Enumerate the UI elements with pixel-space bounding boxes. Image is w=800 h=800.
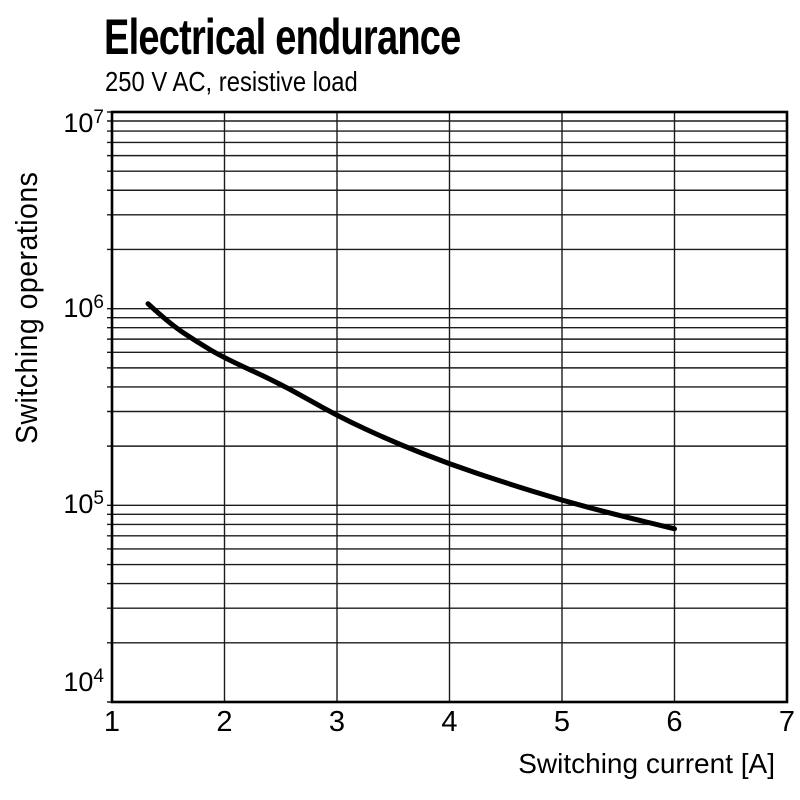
chart-subtitle: 250 V AC, resistive load [105,66,358,97]
x-tick-label: 1 [103,706,121,738]
y-tick-label: 106 [63,291,104,323]
x-axis-title: Switching current [A] [518,748,775,779]
y-tick-label: 104 [63,666,104,697]
x-tick-label: 6 [666,706,683,738]
plot-border [110,110,789,704]
x-tick-label: 2 [216,706,233,738]
x-tick-label: 5 [553,706,571,738]
y-tick-label: 105 [63,488,104,520]
endurance-curve [145,301,677,532]
x-tick-label: 7 [778,706,796,738]
x-tick-label: 4 [441,706,458,738]
x-tick-label: 3 [328,706,346,738]
chart-title: Electrical endurance [104,9,461,65]
y-tick-label: 107 [63,107,104,138]
